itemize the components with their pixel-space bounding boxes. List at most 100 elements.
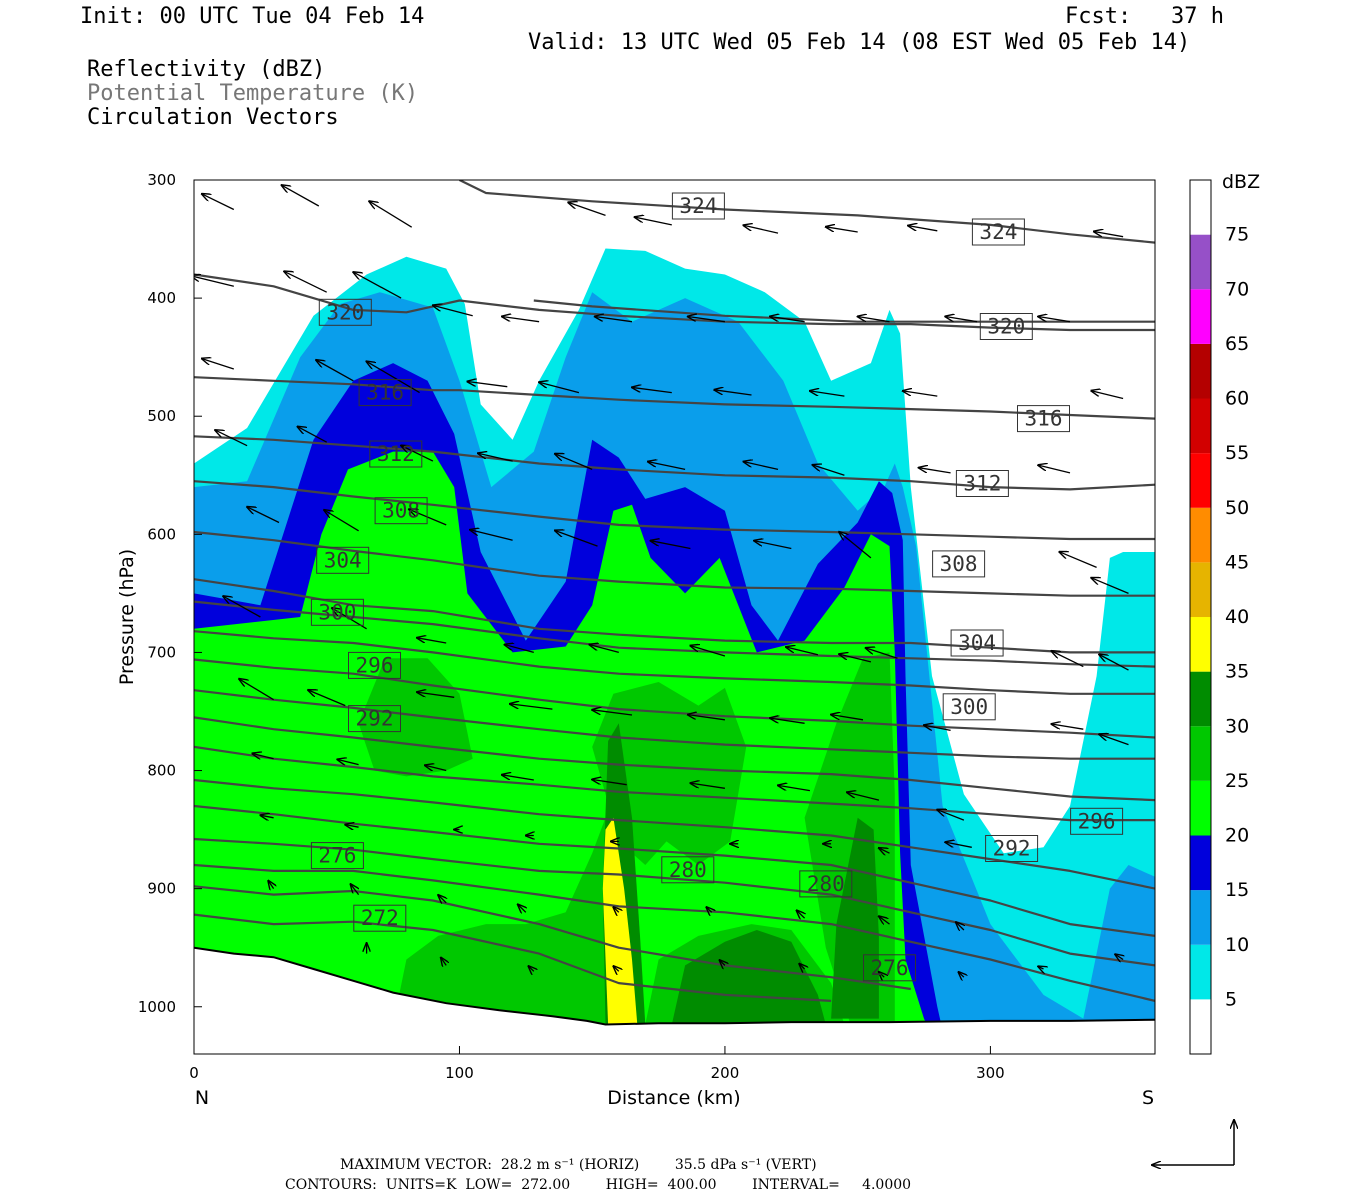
- contour-label-box: [1070, 807, 1124, 835]
- colorbar-frame: [1189, 179, 1212, 1055]
- contour-label: 312: [377, 442, 415, 466]
- theta-contour-312k: [194, 630, 1155, 695]
- colorbar-swatch: [1190, 562, 1211, 618]
- max-vector-label: MAXIMUM VECTOR: 28.2 m s⁻¹ (HORIZ) 35.5 …: [340, 1157, 817, 1173]
- circulation-vector: [1091, 578, 1129, 594]
- circulation-vector: [879, 916, 890, 924]
- contour-label: 308: [940, 552, 978, 576]
- colorbar-level-label: 75: [1225, 224, 1249, 246]
- circulation-vector: [202, 359, 235, 370]
- circulation-vector: [247, 507, 280, 524]
- circulation-vector: [568, 202, 606, 217]
- circulation-vector: [839, 654, 872, 663]
- circulation-vector: [714, 390, 752, 396]
- circulation-vector: [529, 966, 534, 971]
- colorbar-swatch: [1190, 234, 1211, 290]
- y-tick-label: 500: [147, 407, 176, 425]
- circulation-vector: [438, 895, 446, 903]
- y-tick-label: 800: [147, 762, 176, 780]
- reflectivity-cell-30dbz: [831, 817, 879, 1019]
- circulation-vector: [635, 217, 672, 226]
- colorbar-swatch: [1190, 671, 1211, 727]
- contour-label-box: [1017, 405, 1070, 433]
- circulation-vector: [1115, 954, 1123, 959]
- circulation-vector: [1052, 724, 1084, 730]
- south-end-label: S: [1142, 1087, 1154, 1109]
- colorbar: 5 10 15 20 25 30 35 40 45 50 55 60 65 70 75: [1189, 179, 1249, 1055]
- x-tick-label: 200: [711, 1064, 740, 1082]
- colorbar-swatch: [1190, 453, 1211, 508]
- circulation-vector: [502, 775, 534, 781]
- colorbar-level-label: 35: [1225, 661, 1249, 683]
- contour-label: 280: [807, 872, 845, 896]
- circulation-vector: [937, 810, 965, 821]
- below-ground-area: [194, 947, 1155, 1054]
- y-tick-label: 1000: [138, 998, 176, 1016]
- contour-label-box: [358, 379, 412, 407]
- circulation-vector: [1099, 655, 1129, 671]
- colorbar-swatch: [1190, 780, 1211, 836]
- x-tick-label: 100: [445, 1064, 474, 1082]
- contour-label: 276: [871, 956, 909, 980]
- colorbar-swatch: [1190, 835, 1211, 891]
- contour-label-box: [955, 470, 1009, 497]
- circulation-vector: [744, 225, 779, 234]
- field-label-potential-temperature: Potential Temperature (K): [87, 81, 419, 106]
- colorbar-level-label: 70: [1225, 278, 1249, 300]
- contour-label-box: [661, 856, 715, 884]
- colorbar-swatch: [1190, 507, 1211, 563]
- circulation-vector: [345, 825, 359, 828]
- circulation-vector: [786, 647, 819, 656]
- circulation-vector: [903, 391, 938, 397]
- circulation-vector: [810, 391, 845, 397]
- circulation-vector: [337, 759, 359, 764]
- axes-group: 300 400 500 600 700 800 900 1000 0 100 200 300: [138, 171, 1005, 1082]
- theta-contour-300k: [194, 716, 1155, 802]
- contour-label-box: [671, 192, 725, 220]
- contour-label: 292: [993, 837, 1031, 861]
- circulation-vector: [858, 317, 890, 323]
- circulation-vector: [425, 765, 447, 770]
- circulation-vector: [813, 465, 845, 476]
- circulation-vector: [510, 704, 553, 710]
- contour-label-box: [310, 842, 364, 870]
- contour-label: 296: [356, 653, 394, 677]
- theta-contour-324k: [194, 530, 1155, 597]
- forecast-hour-label: Fcst: 37 h: [1065, 4, 1224, 29]
- contour-label: 316: [1025, 407, 1063, 431]
- theta-contour-304k: [194, 689, 1155, 760]
- theta-contour-336k: [194, 376, 1155, 420]
- circulation-vector: [706, 907, 711, 912]
- circulation-vector: [433, 305, 473, 317]
- theta-contour-348k: [533, 299, 1155, 323]
- circulation-vector: [252, 754, 274, 759]
- plot-frame: [193, 179, 1156, 1055]
- circulation-vector: [847, 792, 880, 801]
- circulation-vector: [879, 848, 890, 853]
- circulation-vector: [778, 785, 811, 792]
- theta-contour-284k: [194, 837, 1155, 967]
- colorbar-title: dBZ: [1222, 171, 1260, 193]
- reflectivity-cell-30dbz: [671, 930, 826, 1025]
- circulation-vector: [945, 317, 978, 323]
- contour-label: 276: [318, 844, 356, 868]
- contour-label-box: [318, 298, 372, 326]
- circulation-vector: [648, 462, 686, 471]
- circulation-vector: [632, 387, 672, 394]
- y-tick-label: 600: [147, 525, 176, 543]
- theta-contour-296k: [194, 745, 1155, 822]
- contour-label-box: [353, 904, 407, 932]
- theta-contour-272k: [194, 913, 832, 1002]
- circulation-vector: [260, 815, 274, 818]
- contour-label: 300: [950, 695, 988, 719]
- circulation-vector: [308, 690, 346, 707]
- circulation-vector: [518, 905, 526, 913]
- colorbar-swatch: [1190, 343, 1211, 399]
- contour-label-box: [979, 313, 1033, 340]
- circulation-vectors-group: [194, 185, 1129, 977]
- circulation-vector: [351, 884, 359, 895]
- contour-label-box: [985, 835, 1039, 862]
- theta-contour-332k: [194, 435, 1155, 491]
- circulation-vector: [720, 960, 725, 965]
- circulation-vector: [908, 226, 938, 232]
